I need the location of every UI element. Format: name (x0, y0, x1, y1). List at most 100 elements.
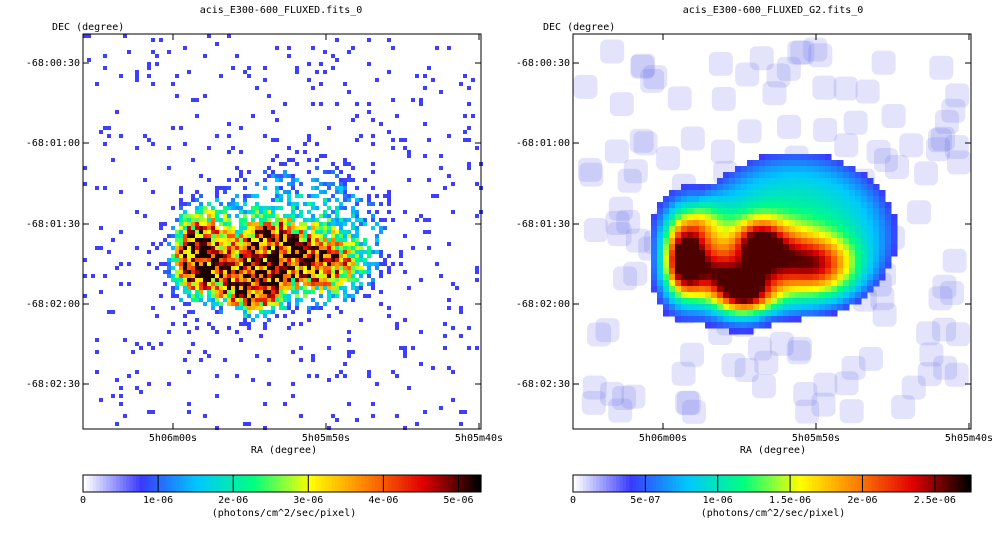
heatmap-cell (795, 232, 802, 239)
heatmap-cell (287, 202, 291, 206)
heatmap-cell (837, 304, 844, 311)
colorbar-segment (328, 475, 333, 492)
heatmap-cell (307, 78, 311, 82)
heatmap-cell (207, 218, 211, 222)
heatmap-cell (271, 266, 275, 270)
heatmap-cell (267, 174, 271, 178)
heatmap-cell (335, 282, 339, 286)
heatmap-cell (283, 190, 287, 194)
heatmap-cell (279, 238, 283, 242)
heatmap-cell (383, 226, 387, 230)
heatmap-cell (379, 262, 383, 266)
heatmap-cell (475, 214, 479, 218)
heatmap-cell (825, 238, 832, 245)
heatmap-cell (941, 98, 966, 123)
heatmap-cell (759, 244, 766, 251)
heatmap-cell (663, 220, 670, 227)
heatmap-cell (251, 378, 255, 382)
heatmap-cell (183, 302, 187, 306)
colorbar-segment (705, 475, 710, 492)
heatmap-cell (259, 222, 263, 226)
heatmap-cell (459, 334, 463, 338)
heatmap-cell (303, 234, 307, 238)
x-tick-label: 5h06m00s (639, 433, 687, 444)
heatmap-cell (227, 230, 231, 234)
heatmap-cell (657, 250, 664, 257)
colorbar-segment (675, 475, 680, 492)
colorbar-segment (848, 475, 853, 492)
colorbar-segment (609, 475, 614, 492)
heatmap-cell (765, 160, 772, 167)
heatmap-cell (834, 133, 859, 158)
heatmap-cell (375, 194, 379, 198)
heatmap-cell (243, 250, 247, 254)
colorbar-segment (649, 475, 654, 492)
heatmap-cell (243, 298, 247, 302)
heatmap-cell (207, 294, 211, 298)
heatmap-cell (747, 184, 754, 191)
colorbar-segment (361, 475, 366, 492)
heatmap-cell (705, 286, 712, 293)
heatmap-cell (681, 280, 688, 287)
heatmap-cell (187, 226, 191, 230)
heatmap-cell (291, 230, 295, 234)
heatmap-cell (263, 322, 267, 326)
heatmap-cell (203, 286, 207, 290)
heatmap-cell (355, 138, 359, 142)
heatmap-cell (825, 268, 832, 275)
heatmap-cell (855, 79, 880, 104)
heatmap-cell (227, 254, 231, 258)
heatmap-cell (227, 278, 231, 282)
heatmap-cell (657, 262, 664, 269)
heatmap-cell (777, 172, 784, 179)
heatmap-cell (873, 238, 880, 245)
heatmap-cell (263, 266, 267, 270)
heatmap-cell (195, 222, 199, 226)
heatmap-cell (741, 274, 748, 281)
heatmap-cell (335, 174, 339, 178)
heatmap-cell (303, 222, 307, 226)
heatmap-cell (271, 262, 275, 266)
heatmap-cell (391, 218, 395, 222)
heatmap-cell (759, 280, 766, 287)
heatmap-cell (681, 238, 688, 245)
heatmap-cell (807, 172, 814, 179)
colorbar-segment (907, 475, 912, 492)
heatmap-cell (231, 278, 235, 282)
heatmap-cell (777, 114, 802, 139)
heatmap-cell (195, 282, 199, 286)
heatmap-cell (291, 274, 295, 278)
heatmap-cell (311, 290, 315, 294)
heatmap-cell (747, 226, 754, 233)
heatmap-cell (427, 230, 431, 234)
heatmap-cell (451, 398, 455, 402)
colorbar-segment (868, 475, 873, 492)
heatmap-cell (279, 278, 283, 282)
heatmap-cell (711, 202, 718, 209)
heatmap-cell (343, 254, 347, 258)
heatmap-cell (711, 298, 718, 305)
heatmap-cell (387, 190, 391, 194)
heatmap-cell (231, 294, 235, 298)
heatmap-cell (255, 354, 259, 358)
heatmap-cell (747, 336, 772, 361)
heatmap-cell (235, 246, 239, 250)
heatmap-cell (335, 186, 339, 190)
heatmap-cell (825, 256, 832, 263)
heatmap-cell (191, 286, 195, 290)
heatmap-cell (319, 250, 323, 254)
heatmap-cell (861, 256, 868, 263)
heatmap-cell (581, 390, 606, 415)
heatmap-cell (187, 294, 191, 298)
heatmap-cell (91, 274, 95, 278)
heatmap-cell (855, 268, 862, 275)
heatmap-cell (675, 190, 682, 197)
heatmap-cell (227, 202, 231, 206)
heatmap-cell (203, 278, 207, 282)
heatmap-cell (295, 178, 299, 182)
heatmap-cell (753, 220, 760, 227)
heatmap-cell (283, 270, 287, 274)
heatmap-cell (801, 220, 808, 227)
heatmap-cell (789, 304, 796, 311)
heatmap-cell (753, 232, 760, 239)
